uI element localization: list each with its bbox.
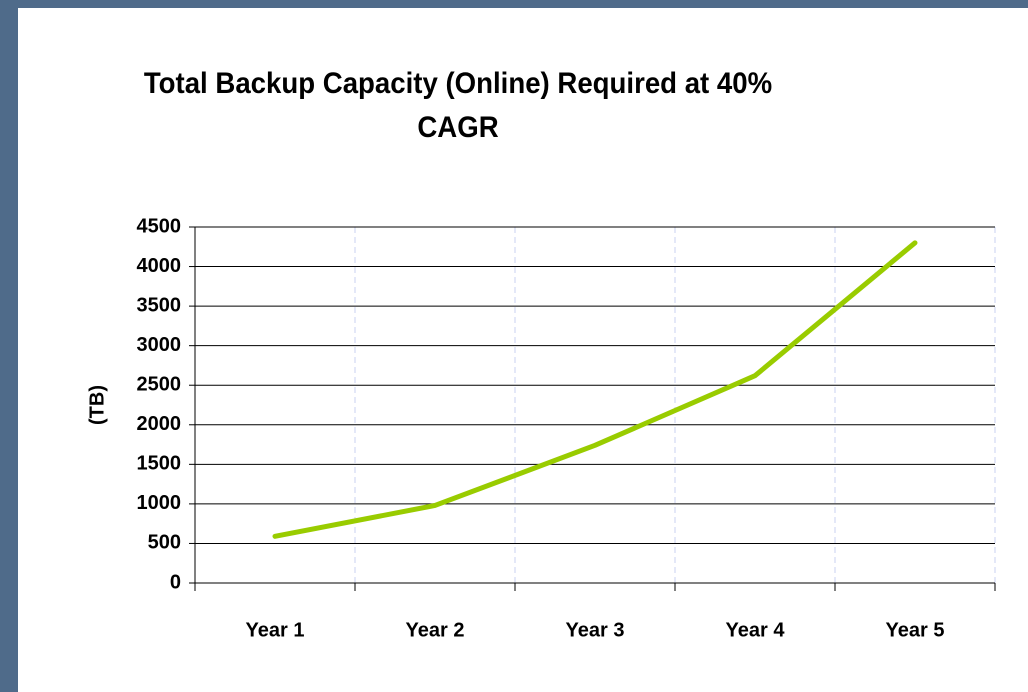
- x-tick-label: Year 2: [406, 619, 465, 641]
- chart-frame: Total Backup Capacity (Online) Required …: [18, 8, 1028, 692]
- x-tick-label: Year 4: [726, 619, 786, 641]
- y-tick-label: 2000: [137, 413, 182, 435]
- data-line: [272, 240, 918, 539]
- x-tick-label: Year 3: [566, 619, 625, 641]
- y-axis-label: (TB): [86, 385, 108, 425]
- y-tick-label: 2500: [137, 374, 182, 396]
- y-tick-label: 4500: [137, 215, 182, 237]
- y-tick-label: 500: [148, 532, 181, 554]
- y-tick-label: 4000: [137, 255, 182, 277]
- y-tick-label: 1500: [137, 453, 182, 475]
- x-tick-label: Year 1: [246, 619, 305, 641]
- y-tick-label: 3000: [137, 334, 182, 356]
- x-tick-label: Year 5: [886, 619, 945, 641]
- y-tick-label: 1000: [137, 492, 182, 514]
- y-tick-label: 3500: [137, 294, 182, 316]
- chart-title: Total Backup Capacity (Online) Required …: [143, 67, 773, 144]
- y-tick-label: 0: [170, 571, 181, 593]
